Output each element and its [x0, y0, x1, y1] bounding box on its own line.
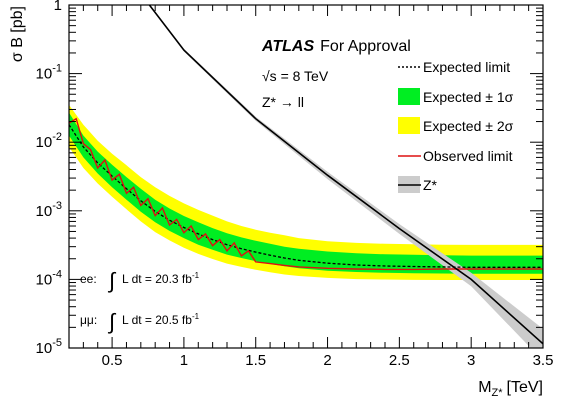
- lumi-channel-ee: ee:: [80, 272, 97, 286]
- legend-entry-2sigma: Expected ± 2σ: [398, 117, 514, 134]
- legend-swatch-2sigma: [398, 117, 420, 134]
- y-tick-base: 10: [36, 203, 53, 220]
- experiment-header: ATLAS For Approval: [261, 38, 411, 55]
- x-axis-label-unit: [TeV]: [507, 379, 543, 396]
- y-tick-base: 10: [36, 134, 53, 151]
- legend-label-observed: Observed limit: [423, 148, 513, 164]
- x-tick-label: 1.5: [245, 352, 266, 369]
- status-label: For Approval: [320, 38, 411, 55]
- lumi-value-mumu: L dt = 20.5 fb-1: [122, 312, 200, 327]
- x-tick-label: 1: [180, 352, 188, 369]
- y-tick-label: 10-3: [36, 200, 62, 220]
- zstar-theory-line: [148, 5, 543, 345]
- x-axis-label-main: M: [478, 379, 491, 396]
- atlas-label: ATLAS: [261, 38, 314, 55]
- plot-frame: [68, 4, 544, 349]
- x-axis-label: MZ* [TeV]: [478, 379, 543, 399]
- lumi-text-ee: L dt = 20.3 fb: [122, 272, 192, 286]
- process-label: Z* → ll: [262, 94, 304, 110]
- observed-limit-line: [69, 117, 543, 271]
- legend-label-expected: Expected limit: [423, 59, 510, 75]
- x-tick-label: 0.5: [102, 352, 123, 369]
- y-tick-exponent: -3: [52, 200, 62, 212]
- integral-sign-mumu: ∫: [107, 309, 117, 334]
- y-tick-label: 1: [54, 0, 62, 14]
- integral-sign-ee: ∫: [107, 268, 117, 293]
- expected-limit-line: [69, 124, 543, 268]
- y-tick-exponent: -1: [52, 63, 62, 75]
- legend-entry-expected: Expected limit: [398, 59, 510, 75]
- y-tick-label: 10-2: [36, 131, 62, 151]
- y-axis-ticks: 10-510-410-310-210-11: [36, 0, 543, 357]
- y-tick-base: 10: [36, 340, 53, 357]
- lumi-exp-mumu: -1: [192, 312, 200, 321]
- lumi-exp-ee: -1: [192, 271, 200, 280]
- x-axis-label-sub: Z*: [492, 387, 504, 399]
- legend-label-2sigma: Expected ± 2σ: [423, 118, 514, 134]
- x-tick-label: 2: [323, 352, 331, 369]
- lumi-annotation-ee: ee: ∫ L dt = 20.3 fb-1: [80, 268, 200, 293]
- x-tick-label: 3: [467, 352, 475, 369]
- x-tick-label: 2.5: [389, 352, 410, 369]
- lumi-annotation-mumu: μμ: ∫ L dt = 20.5 fb-1: [80, 309, 200, 334]
- plot-area: [69, 5, 543, 348]
- legend-swatch-1sigma: [398, 88, 420, 105]
- legend-entry-1sigma: Expected ± 1σ: [398, 88, 514, 105]
- zstar-theory-band: [149, 5, 543, 348]
- lumi-channel-mumu: μμ:: [80, 313, 97, 327]
- y-tick-base: 10: [36, 66, 53, 83]
- y-tick-exponent: -2: [52, 131, 62, 143]
- lumi-text-mumu: L dt = 20.5 fb: [122, 313, 192, 327]
- x-axis-ticks: 0.5 1 1.5 2 2.5 3 3.5: [68, 5, 554, 369]
- y-tick-label: 10-4: [36, 268, 62, 288]
- legend-entry-zstar: Z*: [398, 176, 438, 193]
- y-tick-label: 10-1: [36, 63, 62, 83]
- y-tick-exponent: -5: [52, 337, 62, 349]
- y-tick-base: 10: [36, 271, 53, 288]
- lumi-value-ee: L dt = 20.3 fb-1: [122, 271, 200, 286]
- expected-1sigma-band: [69, 112, 543, 274]
- y-axis-label: σ B [pb]: [9, 6, 26, 62]
- legend-label-1sigma: Expected ± 1σ: [423, 89, 514, 105]
- legend: Expected limit Expected ± 1σ Expected ± …: [398, 59, 514, 193]
- y-tick-exponent: -4: [52, 268, 62, 280]
- y-tick-label: 10-5: [36, 337, 62, 357]
- x-tick-label: 3.5: [533, 352, 554, 369]
- legend-label-zstar: Z*: [423, 177, 438, 193]
- energy-label: √s = 8 TeV: [262, 68, 329, 84]
- legend-entry-observed: Observed limit: [398, 148, 513, 164]
